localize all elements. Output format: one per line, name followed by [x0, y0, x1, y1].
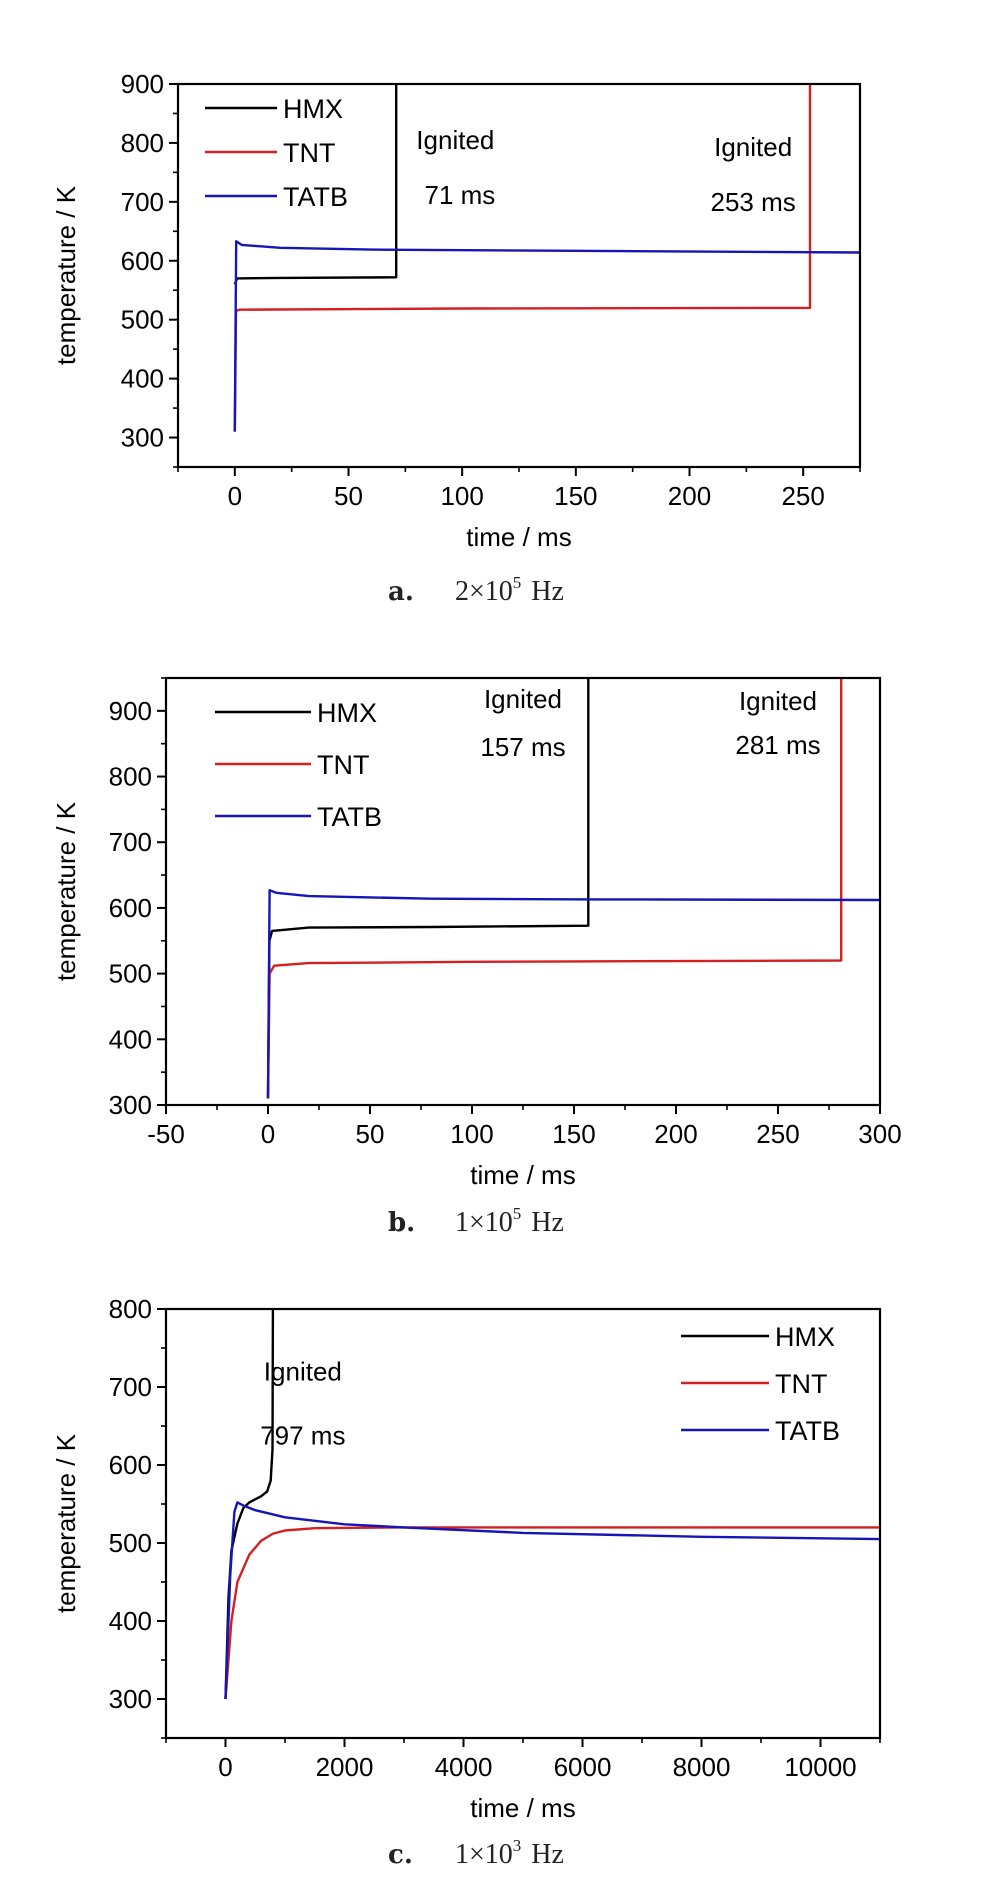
series-group-a: [233, 84, 860, 432]
x-tick-label-a: 200: [668, 481, 711, 511]
legend-label-tatb-b: TATB: [317, 802, 382, 832]
legend-label-tnt-b: TNT: [317, 750, 369, 780]
caption-b: b. 1×105 Hz: [388, 1204, 564, 1238]
x-tick-label-b: -50: [147, 1119, 185, 1149]
y-tick-label-b: 800: [109, 762, 152, 792]
annotation-a: Ignited: [416, 125, 494, 155]
annotation-b: Ignited: [484, 684, 562, 714]
legend-label-tatb-a: TATB: [283, 182, 348, 212]
series-line-tnt-c: [224, 1526, 880, 1700]
caption-letter-a: a.: [388, 577, 414, 607]
x-tick-label-b: 50: [356, 1119, 385, 1149]
caption-value-a: 2×105 Hz: [455, 573, 564, 607]
x-tick-label-b: 150: [552, 1119, 595, 1149]
legend-label-tnt-a: TNT: [283, 138, 335, 168]
y-tick-label-c: 800: [109, 1294, 152, 1324]
annotation-b: 281 ms: [735, 730, 820, 760]
y-axis-title-b: temperature / K: [51, 801, 81, 981]
caption-a: a. 2×105 Hz: [388, 573, 564, 607]
x-tick-label-a: 50: [334, 481, 363, 511]
caption-c: c. 1×103 Hz: [388, 1836, 564, 1870]
legend-label-hmx-b: HMX: [317, 698, 377, 728]
x-tick-label-a: 0: [228, 481, 242, 511]
y-tick-label-b: 300: [109, 1090, 152, 1120]
caption-value-b: 1×105 Hz: [455, 1204, 564, 1238]
x-axis-title-b: time / ms: [470, 1160, 575, 1190]
y-axis-title-a: temperature / K: [51, 185, 81, 365]
y-tick-label-c: 500: [109, 1528, 152, 1558]
y-tick-label-a: 500: [121, 305, 164, 335]
caption-letter-b: b.: [388, 1208, 415, 1238]
caption-value-c: 1×103 Hz: [455, 1836, 564, 1870]
y-axis-title-c: temperature / K: [51, 1433, 81, 1613]
legend-b: HMX TNT TATB: [215, 698, 382, 832]
x-tick-label-c: 4000: [435, 1752, 493, 1782]
y-tick-label-a: 400: [121, 364, 164, 394]
legend-label-hmx-a: HMX: [283, 94, 343, 124]
y-tick-label-a: 700: [121, 187, 164, 217]
y-tick-label-a: 800: [121, 128, 164, 158]
chart-panel-b: -50 0 50 100 150 200 250 300 300 400 500 600 700 800 9…: [51, 676, 902, 1190]
annotation-b: 157 ms: [480, 732, 565, 762]
series-line-tatb-b: [266, 889, 880, 1099]
series-group-b: [266, 678, 880, 1099]
legend-c: HMX TNT TATB: [681, 1322, 840, 1446]
annotation-c: Ignited: [264, 1356, 342, 1386]
caption-letter-c: c.: [388, 1840, 413, 1870]
x-tick-label-c: 6000: [554, 1752, 612, 1782]
chart-panel-a: 0 50 100 150 200 250 300 400 500 600 700 800 900 time…: [51, 69, 862, 552]
x-tick-label-b: 250: [756, 1119, 799, 1149]
annotation-b: Ignited: [739, 686, 817, 716]
y-tick-label-b: 900: [109, 696, 152, 726]
y-tick-label-a: 900: [121, 69, 164, 99]
x-tick-label-b: 200: [654, 1119, 697, 1149]
y-tick-label-b: 400: [109, 1024, 152, 1054]
y-tick-label-c: 700: [109, 1372, 152, 1402]
y-tick-label-b: 600: [109, 893, 152, 923]
series-line-tatb-c: [224, 1501, 880, 1700]
y-tick-label-a: 600: [121, 246, 164, 276]
y-tick-label-c: 600: [109, 1450, 152, 1480]
legend-label-hmx-c: HMX: [775, 1322, 835, 1352]
annotation-a: 71 ms: [424, 180, 495, 210]
annotation-a: Ignited: [714, 132, 792, 162]
x-tick-label-c: 0: [218, 1752, 232, 1782]
y-tick-label-c: 400: [109, 1606, 152, 1636]
legend-a: HMX TNT TATB: [205, 94, 348, 212]
x-tick-label-b: 0: [261, 1119, 275, 1149]
x-tick-label-a: 100: [440, 481, 483, 511]
x-tick-label-b: 300: [858, 1119, 901, 1149]
y-tick-label-b: 500: [109, 959, 152, 989]
series-group-c: [224, 1309, 880, 1700]
y-tick-label-b: 700: [109, 827, 152, 857]
x-tick-label-c: 8000: [673, 1752, 731, 1782]
y-tick-label-c: 300: [109, 1684, 152, 1714]
chart-panel-c: 0 2000 4000 6000 8000 10000 300 400 500 600 700 800…: [51, 1294, 882, 1823]
x-tick-label-a: 150: [554, 481, 597, 511]
x-tick-label-a: 250: [781, 481, 824, 511]
series-line-tatb-a: [233, 240, 860, 432]
x-tick-label-c: 2000: [316, 1752, 374, 1782]
x-tick-label-b: 100: [450, 1119, 493, 1149]
annotation-c: 797 ms: [260, 1420, 345, 1450]
annotation-a: 253 ms: [711, 187, 796, 217]
x-axis-title-a: time / ms: [466, 522, 571, 552]
x-axis-title-c: time / ms: [470, 1793, 575, 1823]
legend-label-tatb-c: TATB: [775, 1416, 840, 1446]
legend-label-tnt-c: TNT: [775, 1369, 827, 1399]
y-tick-label-a: 300: [121, 423, 164, 453]
x-tick-label-c: 10000: [784, 1752, 856, 1782]
